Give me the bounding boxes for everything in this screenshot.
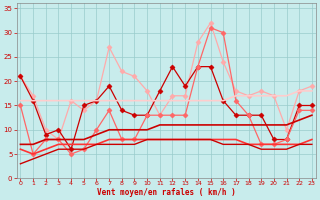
X-axis label: Vent moyen/en rafales ( km/h ): Vent moyen/en rafales ( km/h ) xyxy=(97,188,236,197)
